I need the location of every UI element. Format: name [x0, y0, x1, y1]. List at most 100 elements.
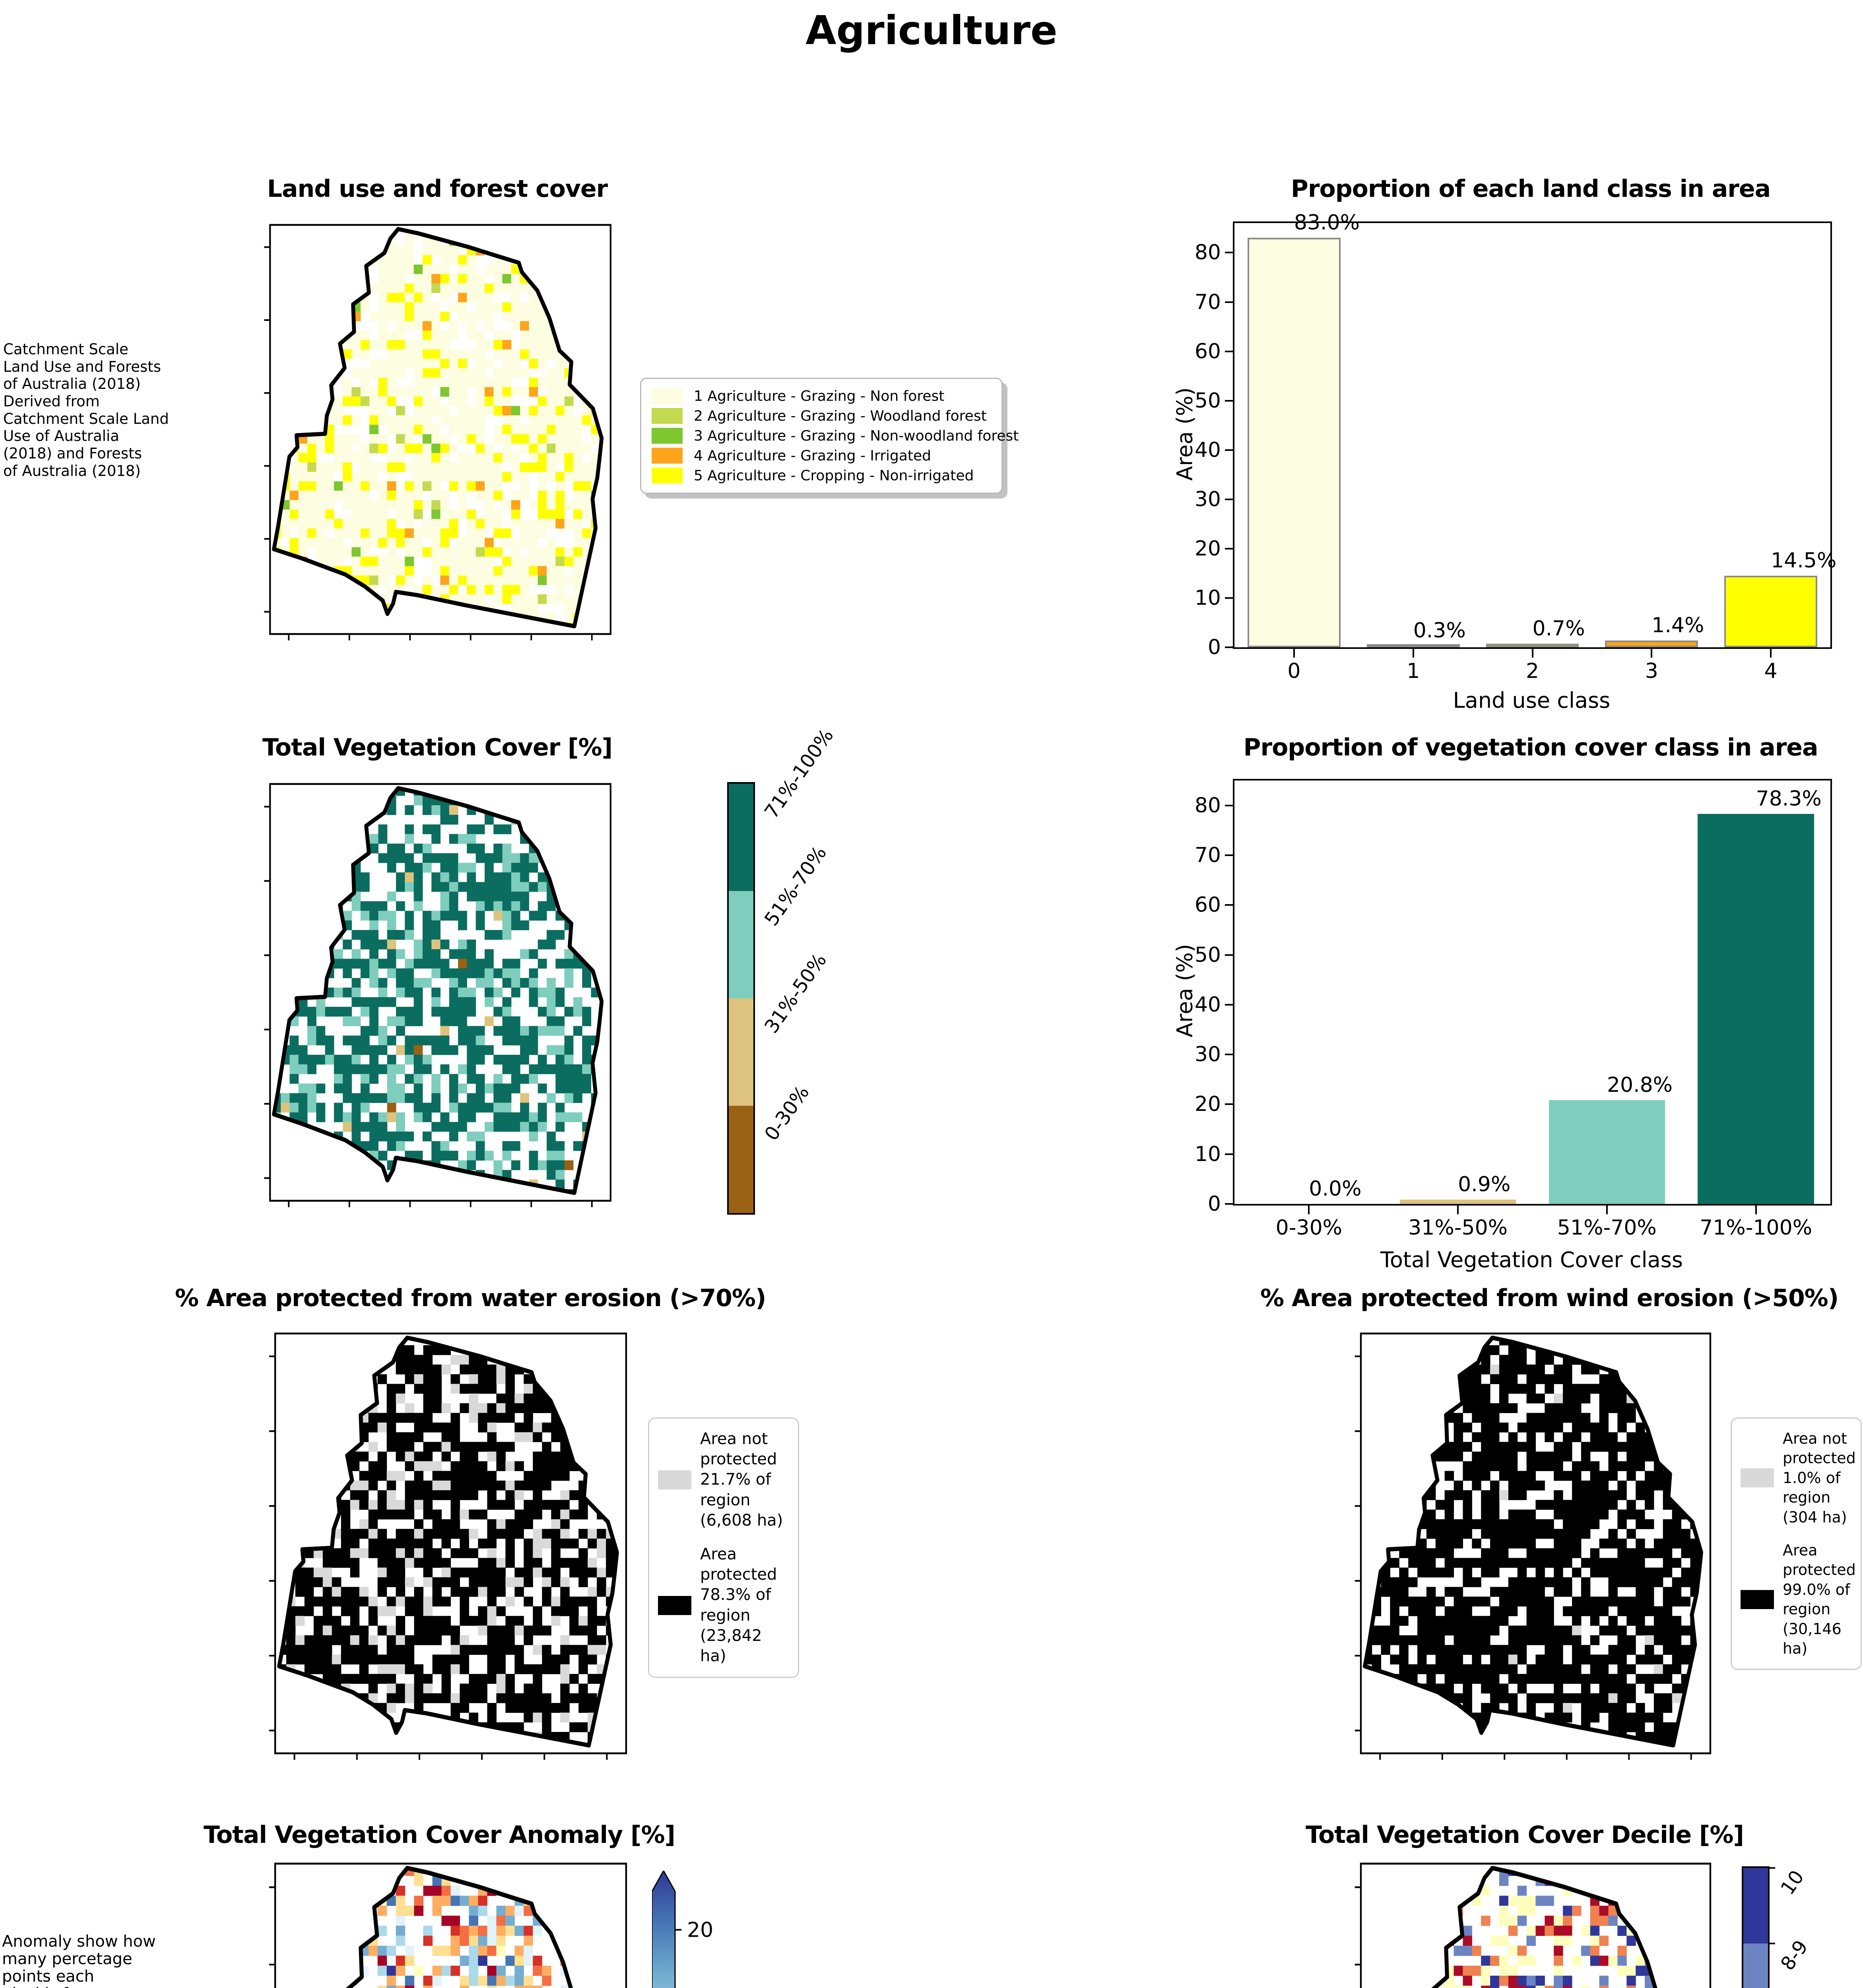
x-tick — [1770, 649, 1772, 658]
x-tick — [1651, 649, 1653, 658]
y-tick-label: 0 — [1207, 1192, 1221, 1216]
bar-value-label: 78.3% — [1756, 786, 1822, 811]
y-tick — [1225, 1004, 1233, 1006]
y-tick — [1225, 350, 1233, 352]
wind-erosion-legend: Area not protected 1.0% of region (304 h… — [1731, 1417, 1862, 1670]
y-tick-label: 70 — [1194, 843, 1221, 867]
land-use-legend: 1 Agriculture - Grazing - Non forest 2 Ag… — [640, 378, 1019, 494]
x-tick — [1293, 649, 1295, 658]
bar-value-label: 0.3% — [1413, 619, 1466, 643]
y-tick — [1225, 449, 1233, 451]
colorbar-label: 51%-70% — [760, 842, 831, 930]
water-erosion-map-title: % Area protected from water erosion (>70… — [175, 1284, 766, 1312]
colorbar-segment — [729, 998, 753, 1106]
legend-swatch — [652, 428, 683, 444]
land-class-chart-title: Proportion of each land class in area — [1291, 175, 1771, 203]
legend-item: Area not protected 21.7% of region (6,60… — [658, 1429, 789, 1531]
x-category-label: 4 — [1764, 659, 1778, 683]
colorbar-segment — [1743, 1868, 1768, 1943]
legend-item: Area protected 99.0% of region (30,146 h… — [1741, 1541, 1856, 1658]
y-tick — [1225, 1054, 1233, 1056]
y-tick — [1225, 547, 1233, 549]
colorbar-segment — [1743, 1943, 1768, 1988]
colorbar-segment — [729, 891, 753, 998]
bar-value-label: 0.9% — [1458, 1172, 1511, 1196]
legend-swatch — [652, 388, 683, 404]
colorbar-tick — [1768, 1942, 1775, 1944]
veg-cover-bar-chart: 0 10 20 30 40 50 60 70 80 0.0% 0-30% 0.9% 31%-50% 20.… — [1195, 779, 1832, 1240]
legend-item: 3 Agriculture - Grazing - Non-woodland f… — [652, 426, 1019, 446]
decile-map — [1349, 1860, 1722, 1988]
land-class-bar-chart: 0 10 20 30 40 50 60 70 80 83.0% 0 0.3% 1 0.7% 2 1.4% 3 14… — [1195, 211, 1836, 683]
bar — [1698, 813, 1814, 1204]
legend-label: 2 Agriculture - Grazing - Woodland fores… — [694, 408, 987, 424]
y-tick — [1225, 646, 1233, 648]
y-tick — [1225, 854, 1233, 856]
land-use-map-title: Land use and forest cover — [267, 175, 608, 203]
y-tick-label: 40 — [1194, 992, 1221, 1017]
x-tick — [1457, 1206, 1459, 1214]
y-tick — [1225, 597, 1233, 599]
anomaly-colorbar: 20 10 0 −10 −20 — [651, 1869, 751, 1988]
y-tick-label: 30 — [1194, 487, 1221, 511]
colorbar-segment — [729, 784, 753, 891]
veg-cover-chart-ylabel: Area (%) — [1172, 944, 1197, 1037]
veg-cover-map — [258, 780, 622, 1213]
bar-value-label: 14.5% — [1771, 549, 1837, 573]
y-tick-label: 60 — [1194, 893, 1221, 917]
y-tick — [1225, 252, 1233, 254]
legend-label: 5 Agriculture - Cropping - Non-irrigated — [694, 467, 974, 484]
y-tick-label: 80 — [1194, 793, 1221, 817]
x-tick — [1606, 1206, 1608, 1214]
y-tick — [1225, 1153, 1233, 1155]
legend-label: 1 Agriculture - Grazing - Non forest — [694, 388, 945, 404]
x-tick — [1308, 1206, 1310, 1214]
legend-swatch — [652, 468, 683, 483]
land-use-map — [258, 221, 622, 646]
y-tick — [1225, 1203, 1233, 1205]
veg-cover-map-title: Total Vegetation Cover [%] — [262, 734, 613, 761]
wind-erosion-map — [1349, 1330, 1722, 1766]
x-category-label: 3 — [1645, 659, 1658, 683]
bar — [1486, 644, 1579, 647]
y-tick-label: 10 — [1194, 586, 1221, 610]
y-tick-label: 20 — [1194, 1092, 1221, 1116]
legend-label: 4 Agriculture - Grazing - Irrigated — [694, 447, 932, 464]
veg-cover-chart-title: Proportion of vegetation cover class in … — [1243, 734, 1818, 761]
legend-label: Area not protected 21.7% of region (6,60… — [700, 1430, 783, 1530]
legend-swatch — [652, 408, 683, 424]
x-category-label: 2 — [1525, 659, 1539, 683]
bar — [1605, 640, 1698, 647]
colorbar-tick — [1768, 1867, 1775, 1869]
x-tick — [1531, 649, 1533, 658]
veg-cover-colorbar — [727, 782, 755, 1215]
veg-cover-colorbar-labels: 71%-100% 51%-70% 31%-50% 0-30% — [760, 725, 924, 1211]
x-category-label: 0 — [1287, 659, 1301, 683]
anomaly-map — [263, 1860, 638, 1988]
legend-label: Area protected 99.0% of region (30,146 h… — [1783, 1541, 1856, 1657]
legend-item: 2 Agriculture - Grazing - Woodland fores… — [652, 406, 991, 426]
bar — [1724, 576, 1818, 647]
legend-swatch — [1741, 1590, 1774, 1609]
legend-swatch — [1741, 1468, 1774, 1488]
y-tick — [1225, 498, 1233, 500]
bar-value-label: 0.0% — [1309, 1177, 1362, 1201]
y-tick — [1225, 1103, 1233, 1105]
y-tick-label: 10 — [1194, 1142, 1221, 1166]
anomaly-map-title: Total Vegetation Cover Anomaly [%] — [204, 1821, 675, 1849]
legend-label: 3 Agriculture - Grazing - Non-woodland f… — [694, 427, 1019, 444]
y-tick-label: 30 — [1194, 1043, 1221, 1067]
land-class-chart-xlabel: Land use class — [1453, 688, 1611, 713]
water-erosion-legend: Area not protected 21.7% of region (6,60… — [648, 1417, 799, 1678]
legend-item: Area not protected 1.0% of region (304 h… — [1741, 1429, 1856, 1527]
colorbar-segment — [729, 1106, 753, 1213]
page-title: Agriculture — [805, 7, 1058, 54]
bar — [1247, 238, 1341, 647]
decile-colorbar — [1742, 1866, 1775, 1988]
wind-erosion-map-title: % Area protected from wind erosion (>50%… — [1260, 1284, 1839, 1312]
y-tick — [1225, 400, 1233, 402]
decile-map-title: Total Vegetation Cover Decile [%] — [1306, 1821, 1744, 1849]
bar — [1399, 1199, 1516, 1204]
x-tick — [1755, 1206, 1757, 1214]
bar-value-label: 1.4% — [1651, 613, 1704, 637]
